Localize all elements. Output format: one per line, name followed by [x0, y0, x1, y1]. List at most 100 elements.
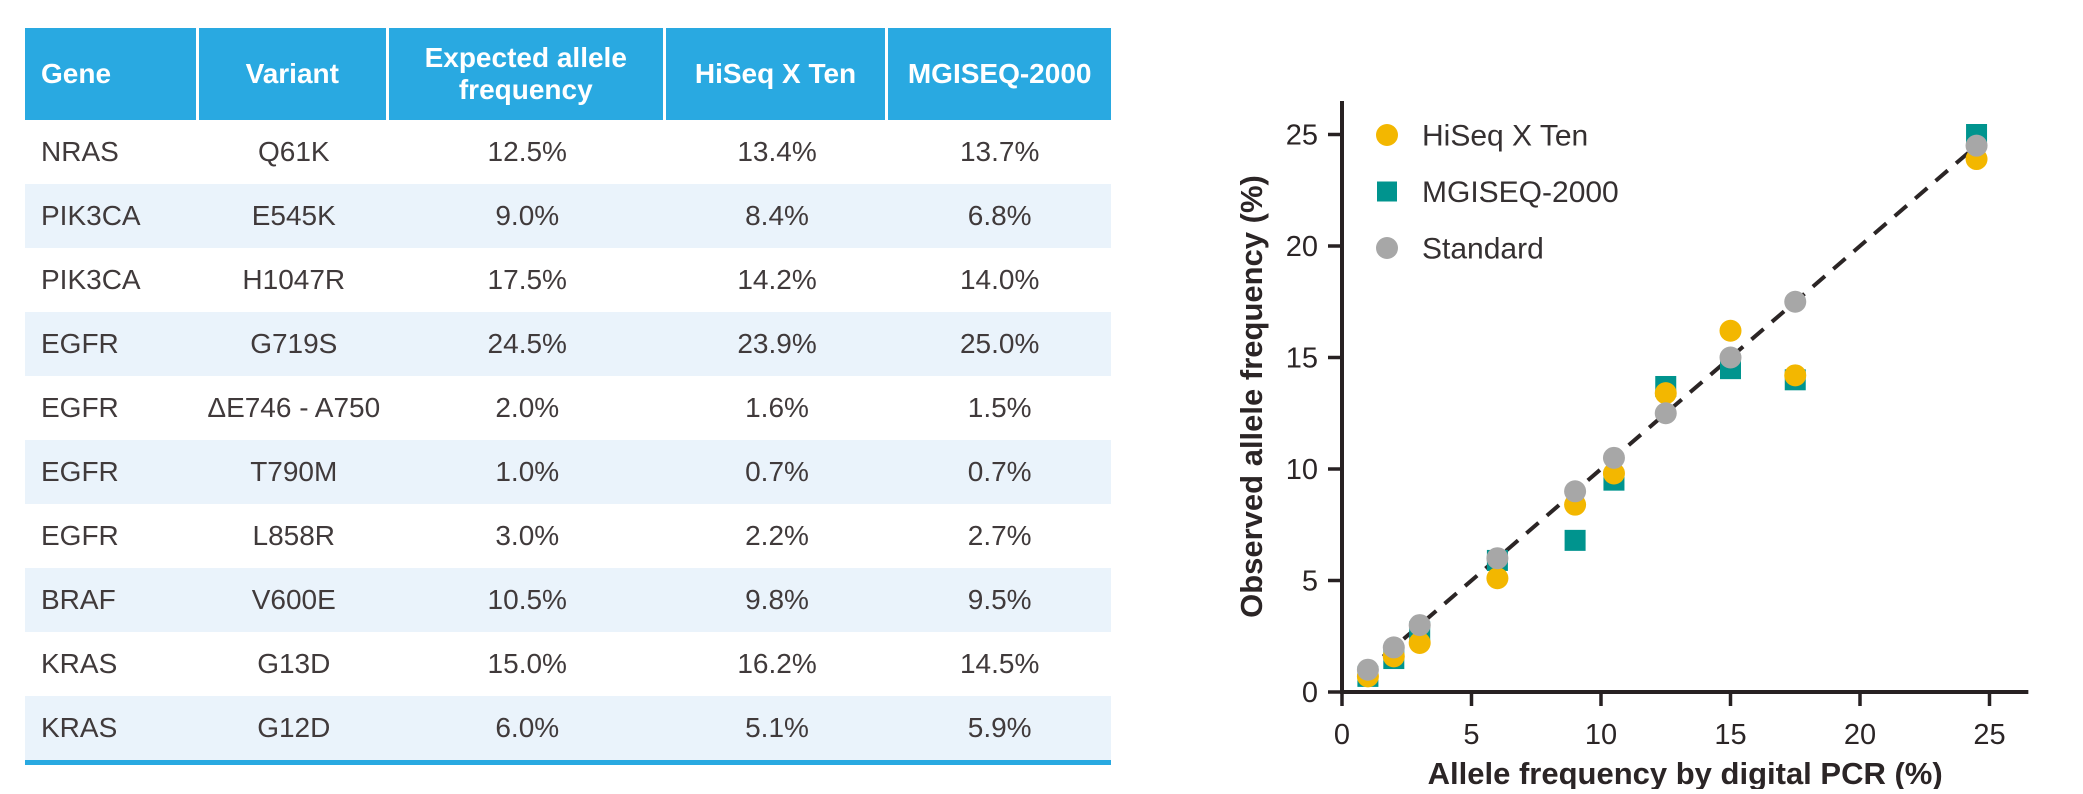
table-row: BRAF V600E 10.5% 9.8% 9.5%	[25, 568, 1111, 632]
table-cell: 9.8%	[665, 568, 889, 632]
table-row: EGFR T790M 1.0% 0.7% 0.7%	[25, 440, 1111, 504]
table-cell: T790M	[198, 440, 389, 504]
table-cell: 9.5%	[888, 568, 1111, 632]
y-tick-label: 0	[1302, 677, 1318, 709]
cell-gene: BRAF	[25, 568, 199, 632]
cell-gene: EGFR	[25, 504, 199, 568]
standard-point	[1356, 658, 1379, 681]
cell-gene: KRAS	[25, 696, 199, 760]
table-cell: 2.0%	[388, 376, 666, 440]
hiseq-x-ten-point	[1654, 382, 1677, 405]
hiseq-x-ten-point	[1602, 462, 1625, 485]
y-tick-label: 10	[1286, 454, 1318, 486]
cell-gene: KRAS	[25, 632, 199, 696]
legend-label-standard: Standard	[1422, 233, 1544, 266]
table-row: KRAS G12D 6.0% 5.1% 5.9%	[25, 696, 1111, 760]
table-cell: G12D	[198, 696, 389, 760]
cell-gene: PIK3CA	[25, 184, 199, 248]
table-cell: 14.0%	[888, 248, 1111, 312]
table-cell: 6.8%	[888, 184, 1111, 248]
legend-marker-standard	[1376, 237, 1398, 259]
hiseq-x-ten-point	[1408, 631, 1431, 654]
table-body: NRAS Q61K 12.5% 13.4% 13.7% PIK3CA E545K 9.0% 8.…	[25, 120, 1111, 760]
standard-point	[1602, 446, 1625, 469]
table-row: EGFR L858R 3.0% 2.2% 2.7%	[25, 504, 1111, 568]
standard-point	[1564, 480, 1587, 503]
table-row: KRAS G13D 15.0% 16.2% 14.5%	[25, 632, 1111, 696]
header-variant: Variant	[198, 28, 389, 120]
table-cell: ΔE746 - A750	[198, 376, 389, 440]
x-tick-label: 5	[1463, 719, 1479, 751]
scatter-chart: 0 5 10 15 20 25 0 5 10 15 20 25 Allele frequency by …	[1234, 101, 2029, 791]
table-cell: 13.4%	[665, 120, 889, 184]
y-axis-title: Observed allele frequency (%)	[1235, 175, 1269, 618]
x-axis-title: Allele frequency by digital PCR (%)	[1428, 756, 1943, 789]
x-tick-label: 15	[1714, 719, 1746, 751]
table-cell: V600E	[198, 568, 389, 632]
table-cell: 14.2%	[665, 248, 889, 312]
legend-marker-hiseq-x-ten	[1376, 124, 1398, 146]
standard-point	[1719, 346, 1742, 369]
cell-gene: EGFR	[25, 376, 199, 440]
table-header-row: Gene Variant Expected allele frequency H…	[25, 28, 1111, 120]
standard-point	[1654, 402, 1677, 425]
hiseq-x-ten-point	[1784, 364, 1807, 387]
cell-gene: NRAS	[25, 120, 199, 184]
table-cell: 5.1%	[665, 696, 889, 760]
table-cell: 8.4%	[665, 184, 889, 248]
standard-point	[1965, 134, 1988, 157]
variant-frequency-table-panel: Gene Variant Expected allele frequency H…	[25, 28, 1111, 765]
x-tick-label: 25	[1973, 719, 2005, 751]
hiseq-x-ten-point	[1486, 567, 1509, 590]
table-cell: 14.5%	[888, 632, 1111, 696]
cell-gene: EGFR	[25, 440, 199, 504]
table-cell: 17.5%	[388, 248, 666, 312]
legend-label-mgiseq-2000: MGISEQ-2000	[1422, 176, 1619, 209]
table-cell: G13D	[198, 632, 389, 696]
table-cell: 5.9%	[888, 696, 1111, 760]
table-row: NRAS Q61K 12.5% 13.4% 13.7%	[25, 120, 1111, 184]
header-gene: Gene	[25, 28, 199, 120]
legend-marker-mgiseq-2000	[1377, 181, 1397, 202]
table-row: PIK3CA E545K 9.0% 8.4% 6.8%	[25, 184, 1111, 248]
x-tick-label: 20	[1844, 719, 1876, 751]
table-cell: 1.6%	[665, 376, 889, 440]
hiseq-x-ten-point	[1719, 319, 1742, 342]
table-cell: 15.0%	[388, 632, 666, 696]
table-header: Gene Variant Expected allele frequency H…	[25, 28, 1111, 120]
cell-gene: PIK3CA	[25, 248, 199, 312]
table-row: EGFR G719S 24.5% 23.9% 25.0%	[25, 312, 1111, 376]
table-row: PIK3CA H1047R 17.5% 14.2% 14.0%	[25, 248, 1111, 312]
table-cell: 12.5%	[388, 120, 666, 184]
table-cell: 2.7%	[888, 504, 1111, 568]
header-hiseq: HiSeq X Ten	[665, 28, 889, 120]
y-tick-label: 20	[1286, 231, 1318, 263]
table-cell: 3.0%	[388, 504, 666, 568]
header-expected: Expected allele frequency	[388, 28, 666, 120]
table-cell: 0.7%	[888, 440, 1111, 504]
cell-gene: EGFR	[25, 312, 199, 376]
table-cell: H1047R	[198, 248, 389, 312]
table-cell: Q61K	[198, 120, 389, 184]
x-tick-label: 0	[1334, 719, 1350, 751]
standard-point	[1486, 547, 1509, 570]
table-cell: 23.9%	[665, 312, 889, 376]
y-tick-label: 15	[1286, 343, 1318, 375]
table-cell: 2.2%	[665, 504, 889, 568]
table-cell: E545K	[198, 184, 389, 248]
header-mgiseq: MGISEQ-2000	[888, 28, 1111, 120]
table-bottom-rule	[25, 760, 1111, 765]
table-cell: 1.0%	[388, 440, 666, 504]
table-cell: 24.5%	[388, 312, 666, 376]
table-cell: 0.7%	[665, 440, 889, 504]
variant-frequency-table: Gene Variant Expected allele frequency H…	[25, 28, 1111, 760]
table-cell: 6.0%	[388, 696, 666, 760]
table-cell: 13.7%	[888, 120, 1111, 184]
table-cell: 1.5%	[888, 376, 1111, 440]
standard-point	[1408, 614, 1431, 637]
table-cell: 25.0%	[888, 312, 1111, 376]
mgiseq-2000-point	[1564, 529, 1586, 551]
table-row: EGFR ΔE746 - A750 2.0% 1.6% 1.5%	[25, 376, 1111, 440]
table-cell: 9.0%	[388, 184, 666, 248]
table-cell: L858R	[198, 504, 389, 568]
